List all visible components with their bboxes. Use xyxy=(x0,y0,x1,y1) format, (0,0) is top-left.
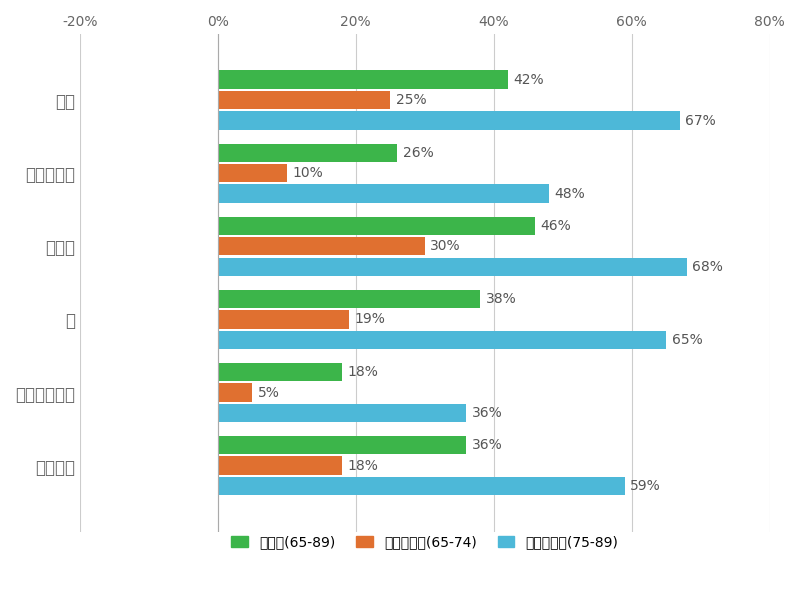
Text: 59%: 59% xyxy=(630,479,661,493)
Bar xyxy=(218,457,342,475)
Legend: 高齢者(65-89), 前期高齢者(65-74), 後期高齢者(75-89): 高齢者(65-89), 前期高齢者(65-74), 後期高齢者(75-89) xyxy=(226,530,624,554)
Text: 38%: 38% xyxy=(486,292,516,306)
Bar xyxy=(218,144,397,162)
Text: 25%: 25% xyxy=(396,93,426,107)
Bar xyxy=(218,477,625,495)
Text: 10%: 10% xyxy=(292,166,323,180)
Bar xyxy=(218,331,666,349)
Bar xyxy=(218,310,349,329)
Bar xyxy=(218,384,252,402)
Bar xyxy=(218,217,535,235)
Bar xyxy=(218,184,549,203)
Text: 36%: 36% xyxy=(472,406,502,420)
Text: 36%: 36% xyxy=(472,438,502,452)
Text: 46%: 46% xyxy=(541,219,571,233)
Bar xyxy=(218,91,390,109)
Text: 67%: 67% xyxy=(686,114,716,127)
Text: 18%: 18% xyxy=(347,365,378,379)
Text: 5%: 5% xyxy=(258,385,280,399)
Text: 65%: 65% xyxy=(672,333,702,347)
Text: 48%: 48% xyxy=(554,187,585,201)
Bar xyxy=(218,111,680,130)
Bar xyxy=(218,436,466,454)
Text: 68%: 68% xyxy=(692,260,723,274)
Bar xyxy=(218,237,425,255)
Bar xyxy=(218,363,342,381)
Bar xyxy=(218,290,480,308)
Bar xyxy=(218,164,286,182)
Bar xyxy=(218,404,466,422)
Bar xyxy=(218,257,687,276)
Text: 42%: 42% xyxy=(513,72,544,86)
Text: 26%: 26% xyxy=(402,146,434,159)
Text: 18%: 18% xyxy=(347,458,378,472)
Bar xyxy=(218,71,507,89)
Text: 19%: 19% xyxy=(354,312,386,326)
Text: 30%: 30% xyxy=(430,239,461,253)
